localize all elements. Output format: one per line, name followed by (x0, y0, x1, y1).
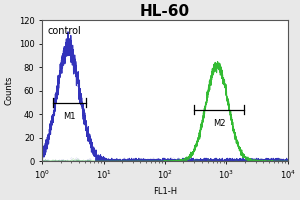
Y-axis label: Counts: Counts (4, 76, 13, 105)
Text: M1: M1 (64, 112, 76, 121)
Text: control: control (47, 26, 81, 36)
Title: HL-60: HL-60 (140, 4, 190, 19)
X-axis label: FL1-H: FL1-H (153, 187, 177, 196)
Text: M2: M2 (213, 119, 225, 128)
